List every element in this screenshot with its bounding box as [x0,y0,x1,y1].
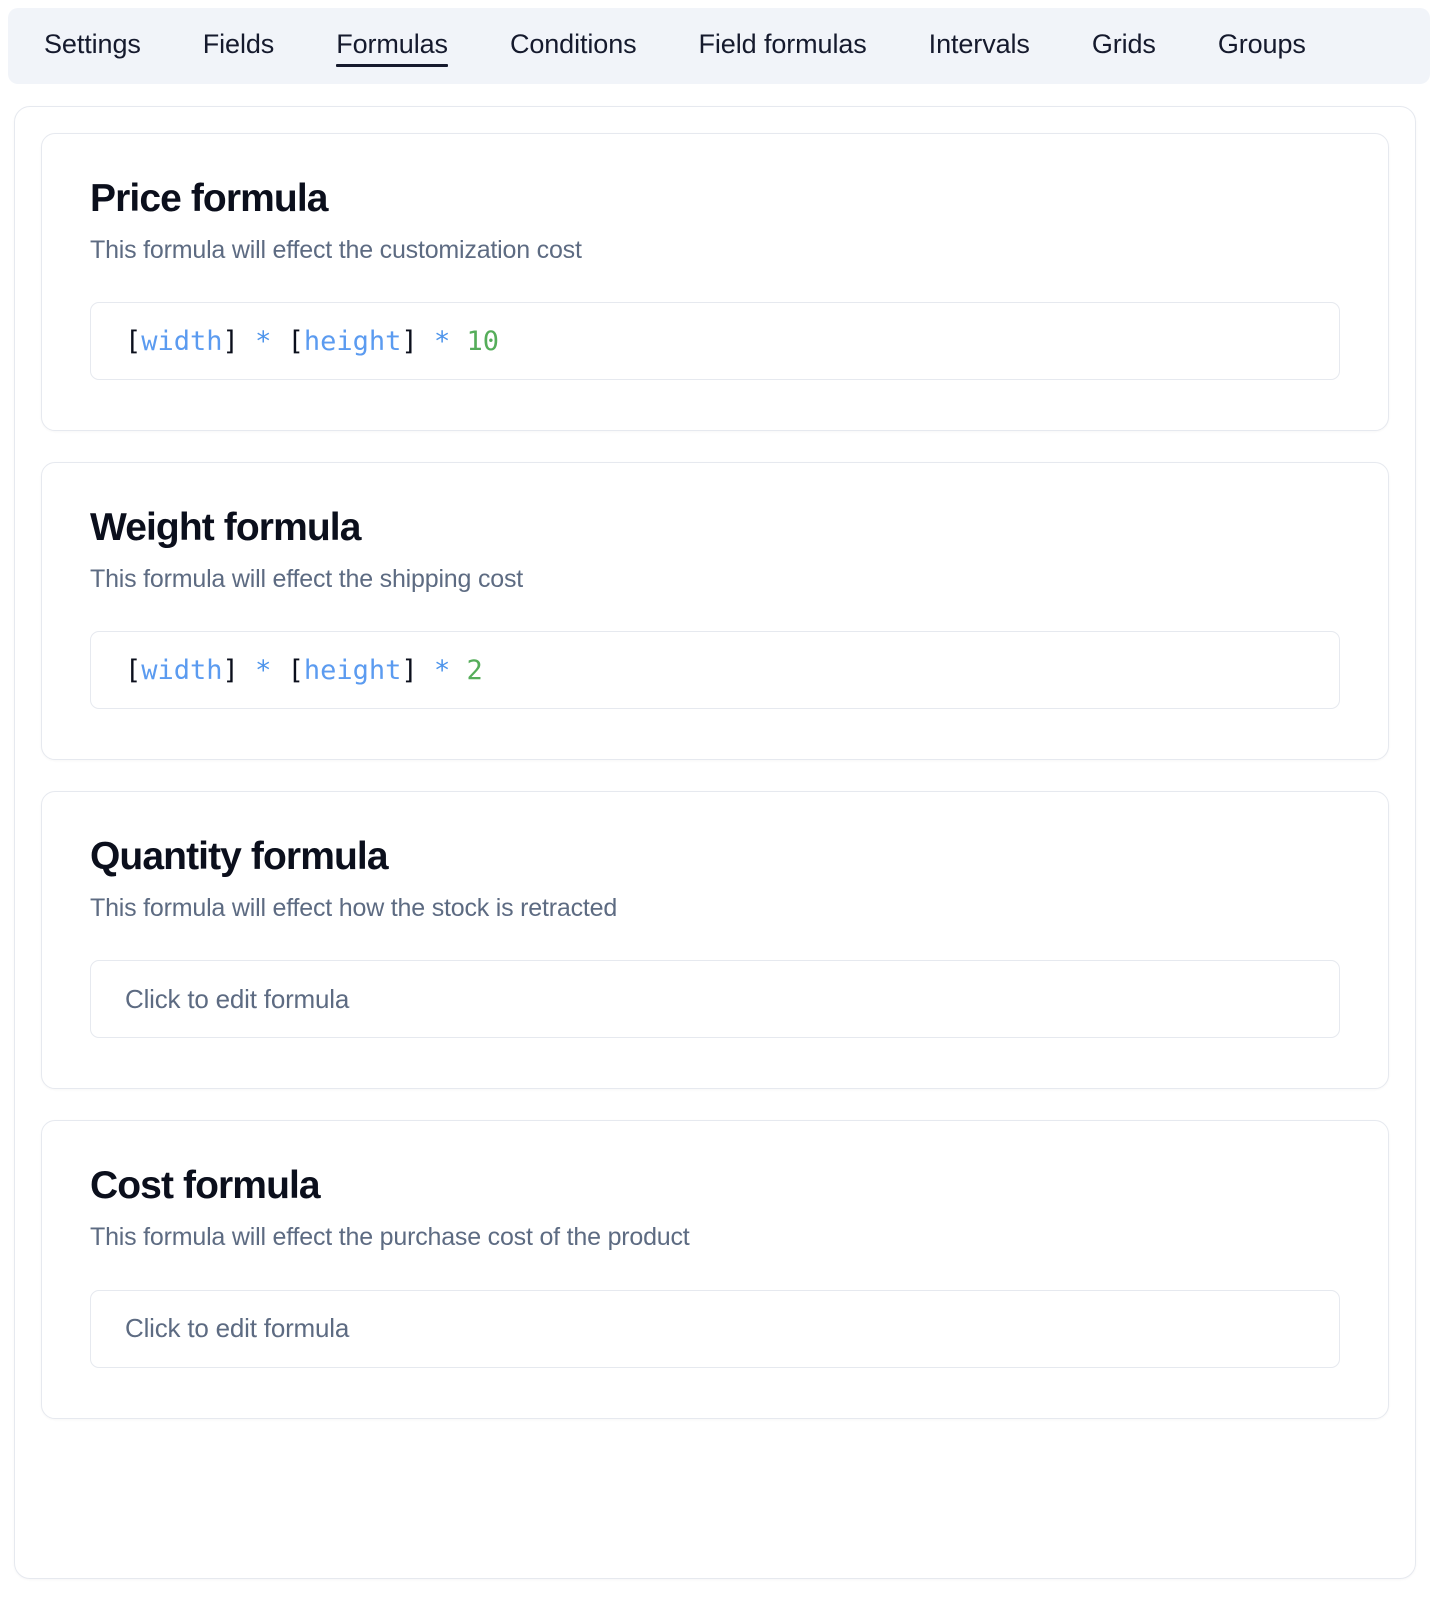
formulas-panel: Price formula This formula will effect th… [14,106,1416,1579]
formula-token-bracket: ] [401,325,418,357]
formula-token-bracket: ] [222,325,239,357]
formula-token-bracket: [ [125,654,142,686]
formula-editor[interactable]: Click to edit formula [90,1289,1340,1368]
formula-token-bracket: ] [401,654,418,686]
formula-token-bracket: ] [222,654,239,686]
tab-groups[interactable]: Groups [1217,28,1306,59]
tab-fields[interactable]: Fields [202,28,275,59]
formula-expression: [width] * [height] * 2 [125,657,483,684]
formula-card: Quantity formula This formula will effect… [41,791,1389,1090]
formula-token-op: * [255,325,272,357]
formula-editor[interactable]: [width] * [height] * 10 [90,302,1340,381]
formula-token-plain [418,655,434,686]
formula-token-var: width [141,654,223,686]
formula-editor[interactable]: Click to edit formula [90,960,1340,1039]
card-title: Weight formula [90,506,361,550]
tab-bar[interactable]: Settings Fields Formulas Conditions Field fo… [8,8,1430,84]
formula-token-var: width [141,325,223,357]
card-subtitle: This formula will effect how the stock i… [90,894,618,923]
tab-grids[interactable]: Grids [1091,28,1156,59]
formula-token-num: 2 [466,654,483,686]
card-subtitle: This formula will effect the shipping co… [90,565,524,594]
formula-card: Weight formula This formula will effect t… [41,462,1389,761]
formula-token-op: * [433,325,451,357]
formula-token-plain [418,326,434,357]
formula-editor[interactable]: [width] * [height] * 2 [90,631,1340,710]
card-subtitle: This formula will effect the customizati… [90,235,582,264]
formula-token-bracket: [ [287,325,304,357]
formula-placeholder: Click to edit formula [125,983,350,1014]
tab-intervals[interactable]: Intervals [928,28,1030,59]
formula-token-op: * [255,654,272,686]
formula-placeholder: Click to edit formula [125,1313,350,1344]
formula-card: Cost formula This formula will effect the… [41,1120,1389,1419]
formula-token-plain [239,326,255,357]
formula-card-list: Price formula This formula will effect th… [41,133,1389,1419]
formula-expression: [width] * [height] * 10 [125,328,499,355]
tab-field-formulas[interactable]: Field formulas [698,28,867,59]
formula-token-plain [239,655,255,686]
formula-token-bracket: [ [125,325,142,357]
formula-token-plain [450,655,466,686]
formula-token-var: height [303,654,402,686]
card-title: Quantity formula [90,835,389,879]
formula-token-plain [450,326,466,357]
tab-conditions[interactable]: Conditions [509,28,637,59]
formula-token-plain [271,655,287,686]
formula-token-bracket: [ [287,654,304,686]
card-title: Price formula [90,177,328,220]
formula-token-num: 10 [466,325,499,357]
card-title: Cost formula [90,1164,321,1208]
formula-card: Price formula This formula will effect th… [41,133,1389,432]
formula-token-var: height [303,325,402,357]
tab-settings[interactable]: Settings [44,28,141,59]
tab-formulas[interactable]: Formulas [336,29,448,67]
formula-token-plain [271,326,287,357]
formula-token-op: * [433,654,451,686]
card-subtitle: This formula will effect the purchase co… [90,1223,690,1252]
